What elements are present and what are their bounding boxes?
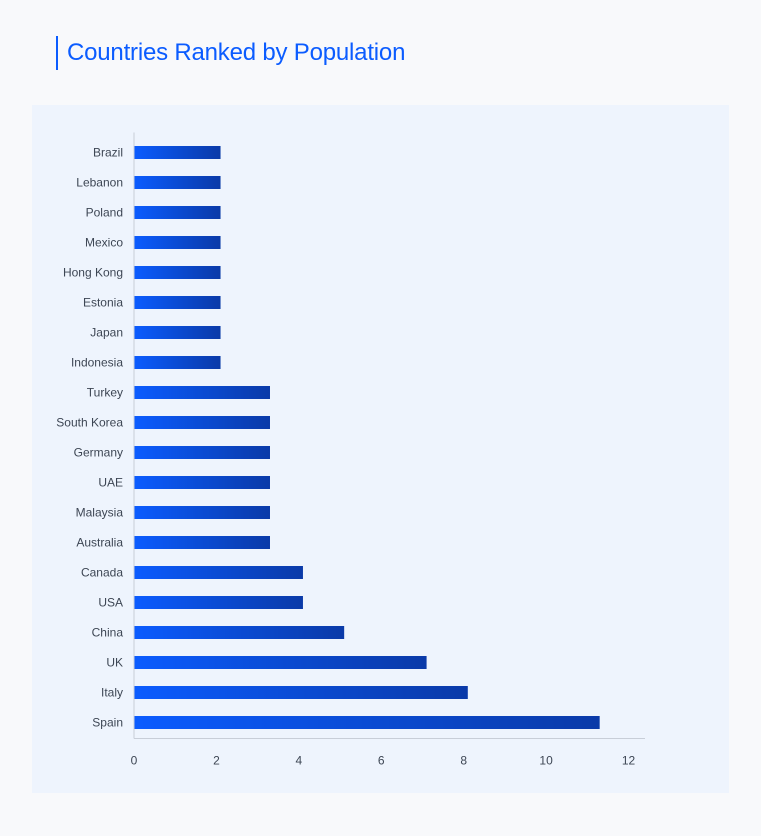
bar-malaysia: [134, 506, 270, 519]
category-label: Estonia: [83, 296, 123, 310]
category-label: USA: [98, 596, 123, 610]
category-label: Italy: [101, 686, 123, 700]
bar-south-korea: [134, 416, 270, 429]
category-label: Spain: [92, 716, 123, 730]
bar-indonesia: [134, 356, 221, 369]
bar-hong-kong: [134, 266, 221, 279]
bar-japan: [134, 326, 221, 339]
bar-uae: [134, 476, 270, 489]
bar-turkey: [134, 386, 270, 399]
chart-title: Countries Ranked by Population: [67, 39, 406, 66]
category-label: China: [92, 626, 124, 640]
bar-usa: [134, 596, 303, 609]
category-label: Brazil: [93, 146, 123, 160]
category-label: Poland: [86, 206, 123, 220]
bar-spain: [134, 716, 600, 729]
category-label: Australia: [76, 536, 123, 550]
x-tick-label: 8: [460, 754, 467, 768]
bar-lebanon: [134, 176, 221, 189]
bar-uk: [134, 656, 427, 669]
bar-canada: [134, 566, 303, 579]
category-label: Canada: [81, 566, 123, 580]
chart-title-container: Countries Ranked by Population: [56, 36, 405, 70]
bar-brazil: [134, 146, 221, 159]
x-tick-label: 4: [295, 754, 302, 768]
category-label: UK: [106, 656, 123, 670]
category-label: Germany: [74, 446, 123, 460]
x-tick-label: 10: [539, 754, 553, 768]
bar-germany: [134, 446, 270, 459]
category-label: Lebanon: [76, 176, 123, 190]
category-label: Hong Kong: [63, 266, 123, 280]
bar-estonia: [134, 296, 221, 309]
category-label: UAE: [98, 476, 123, 490]
x-tick-label: 6: [378, 754, 385, 768]
category-label: Indonesia: [71, 356, 123, 370]
bar-australia: [134, 536, 270, 549]
x-tick-label: 12: [622, 754, 636, 768]
category-label: Malaysia: [76, 506, 124, 520]
bar-china: [134, 626, 345, 639]
x-tick-label: 0: [131, 754, 138, 768]
bar-mexico: [134, 236, 221, 249]
category-label: Mexico: [85, 236, 123, 250]
x-tick-label: 2: [213, 754, 220, 768]
category-label: Turkey: [87, 386, 123, 400]
bar-italy: [134, 686, 468, 699]
category-label: South Korea: [56, 416, 123, 430]
category-label: Japan: [90, 326, 123, 340]
bar-poland: [134, 206, 221, 219]
